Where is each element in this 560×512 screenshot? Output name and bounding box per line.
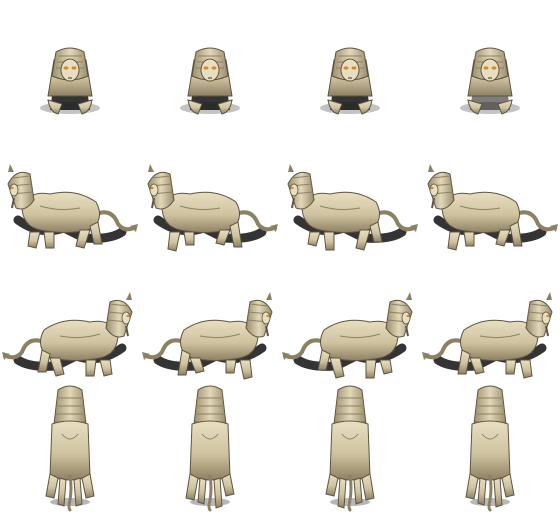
sphinx-sprite [325,385,375,512]
sprite-frame-left-3 [280,128,420,256]
sprite-row-right [0,256,560,384]
sprite-row-left [0,128,560,256]
sphinx-side [282,292,413,379]
sprite-frame-front-4 [420,0,560,128]
sphinx-sprite [142,292,273,380]
sphinx-sprite [45,385,95,512]
sphinx-sprite [2,292,133,377]
sprite-frame-right-1 [0,256,140,384]
sphinx-side [2,292,133,377]
sprite-frame-right-2 [140,256,280,384]
sprite-row-back [0,384,560,512]
sphinx-front [40,47,100,115]
sphinx-side [287,164,418,251]
sphinx-side [427,164,558,251]
sphinx-side [7,164,138,249]
sphinx-side [147,164,278,252]
sphinx-front [180,47,240,115]
sphinx-sprite [185,385,235,512]
sprite-frame-right-4 [420,256,560,384]
sphinx-sprite [147,164,278,252]
sphinx-front [460,47,520,115]
sphinx-sprite [40,47,100,115]
sphinx-sprite [427,164,558,251]
sprite-frame-front-2 [140,0,280,128]
sprite-frame-back-4 [420,384,560,512]
sprite-frame-back-1 [0,384,140,512]
sprite-frame-left-1 [0,128,140,256]
sprite-frame-back-3 [280,384,420,512]
sphinx-sprite [287,164,418,251]
sprite-frame-left-4 [420,128,560,256]
sphinx-sprite [422,292,553,379]
sphinx-front [320,47,380,115]
sprite-row-front [0,0,560,128]
sprite-frame-right-3 [280,256,420,384]
sphinx-sprite [465,385,515,512]
sprite-frame-back-2 [140,384,280,512]
sphinx-back [185,385,235,512]
sphinx-sprite [460,47,520,115]
sphinx-sprite [7,164,138,249]
sphinx-back [45,385,95,512]
sphinx-back [465,385,515,512]
sphinx-back [325,385,375,512]
sphinx-sprite [320,47,380,115]
sprite-frame-left-2 [140,128,280,256]
sphinx-side [422,292,553,379]
sphinx-sprite [282,292,413,379]
sphinx-sprite [180,47,240,115]
sprite-frame-front-3 [280,0,420,128]
sphinx-side [142,292,273,380]
sprite-frame-front-1 [0,0,140,128]
